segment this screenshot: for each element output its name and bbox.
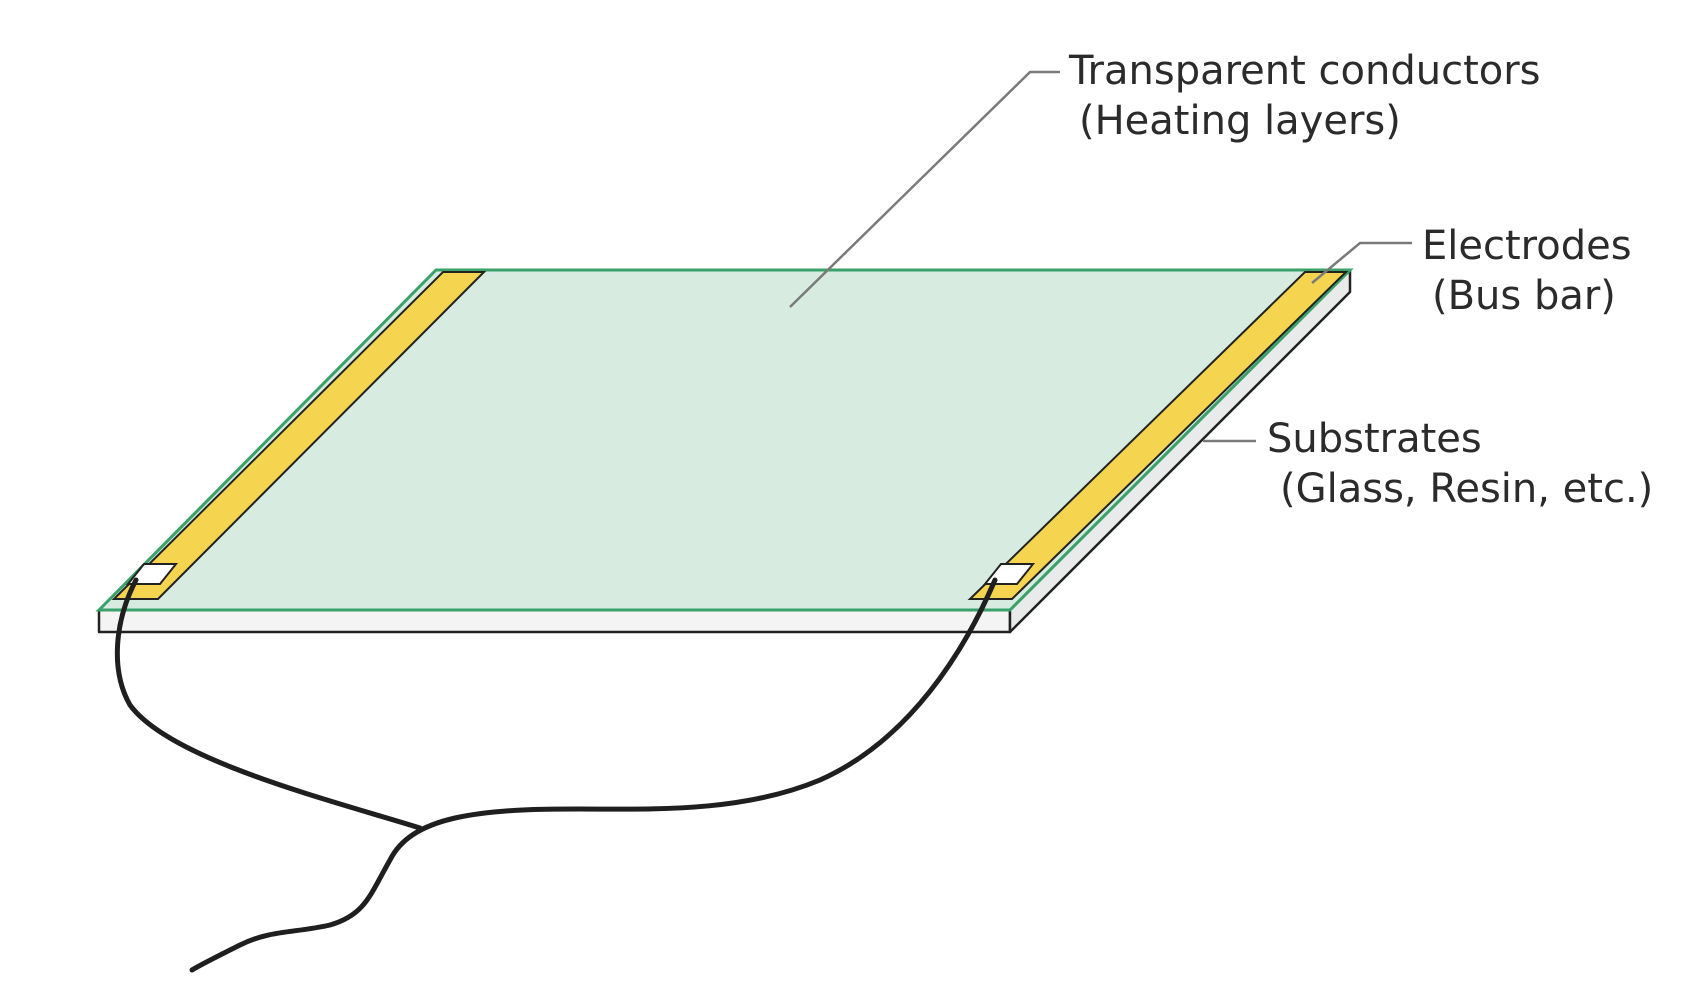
label-substrates: Substrates: [1267, 416, 1482, 462]
heating-layer: [95, 268, 1354, 612]
label-transparent-conductors: Transparent conductors: [1068, 48, 1541, 94]
label-glass-resin: (Glass, Resin, etc.): [1280, 466, 1653, 512]
substrate-front-edge: [97, 608, 1012, 634]
electrode-right: [967, 271, 1349, 600]
leader-line-electrodes: [1311, 241, 1412, 284]
leader-line-conductors: [789, 70, 1060, 308]
wires: [114, 577, 998, 973]
label-bus-bar: (Bus bar): [1432, 273, 1616, 319]
label-electrodes: Electrodes: [1422, 223, 1632, 269]
wire-right: [189, 577, 998, 973]
label-heating-layers: (Heating layers): [1079, 98, 1401, 144]
terminal-pad-left: [125, 563, 179, 585]
wire-left: [114, 577, 423, 831]
electrode-left: [111, 271, 487, 600]
leader-lines: [789, 70, 1412, 443]
